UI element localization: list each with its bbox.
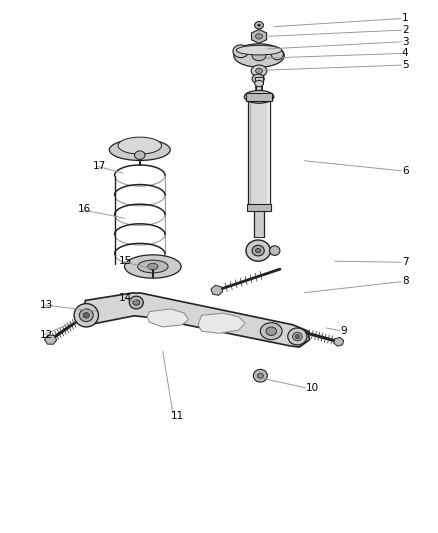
Polygon shape: [198, 313, 245, 333]
Ellipse shape: [138, 260, 168, 273]
Ellipse shape: [260, 322, 282, 340]
Polygon shape: [334, 337, 344, 346]
Polygon shape: [211, 285, 223, 295]
Ellipse shape: [237, 45, 282, 55]
Text: 12: 12: [40, 330, 53, 341]
Ellipse shape: [79, 309, 93, 321]
Ellipse shape: [234, 44, 284, 67]
Text: 13: 13: [40, 300, 53, 310]
Polygon shape: [248, 97, 270, 208]
Ellipse shape: [134, 151, 145, 159]
Text: 7: 7: [402, 257, 408, 267]
Text: 11: 11: [171, 411, 184, 421]
Ellipse shape: [257, 373, 263, 378]
Ellipse shape: [255, 34, 262, 39]
Ellipse shape: [254, 21, 263, 29]
Ellipse shape: [252, 245, 264, 256]
Ellipse shape: [255, 68, 262, 74]
Ellipse shape: [124, 255, 181, 278]
Polygon shape: [251, 29, 267, 43]
Polygon shape: [45, 335, 57, 344]
Ellipse shape: [255, 248, 261, 253]
Ellipse shape: [295, 334, 300, 338]
Bar: [247, 204, 271, 211]
Ellipse shape: [251, 65, 267, 77]
Ellipse shape: [129, 296, 143, 309]
Ellipse shape: [271, 49, 283, 60]
Ellipse shape: [246, 240, 270, 261]
Polygon shape: [82, 293, 310, 347]
Polygon shape: [147, 309, 188, 327]
Ellipse shape: [254, 80, 263, 87]
Ellipse shape: [269, 246, 280, 255]
Bar: [254, 77, 263, 84]
Ellipse shape: [258, 24, 260, 26]
Ellipse shape: [110, 139, 170, 160]
Text: 6: 6: [402, 166, 408, 176]
Text: 16: 16: [78, 204, 91, 214]
Ellipse shape: [293, 332, 302, 341]
Text: 10: 10: [306, 383, 319, 393]
Bar: [254, 209, 264, 237]
Bar: [256, 84, 261, 97]
Text: 14: 14: [119, 293, 132, 303]
Ellipse shape: [288, 328, 307, 345]
Text: 15: 15: [119, 256, 132, 266]
Ellipse shape: [118, 137, 162, 154]
Text: 17: 17: [93, 161, 106, 171]
Ellipse shape: [133, 300, 140, 305]
Ellipse shape: [244, 91, 274, 103]
Ellipse shape: [252, 74, 264, 84]
Text: 3: 3: [402, 37, 408, 47]
Text: 8: 8: [402, 276, 408, 286]
Ellipse shape: [233, 45, 249, 58]
Text: 5: 5: [402, 60, 408, 70]
Text: 1: 1: [402, 13, 408, 23]
Ellipse shape: [74, 304, 99, 327]
Ellipse shape: [148, 263, 158, 270]
Ellipse shape: [253, 369, 267, 382]
Bar: [247, 93, 272, 101]
Ellipse shape: [83, 313, 89, 318]
Text: 4: 4: [402, 49, 408, 58]
Text: 2: 2: [402, 25, 408, 35]
Text: 9: 9: [341, 326, 347, 336]
Ellipse shape: [252, 50, 266, 61]
Ellipse shape: [266, 327, 276, 335]
